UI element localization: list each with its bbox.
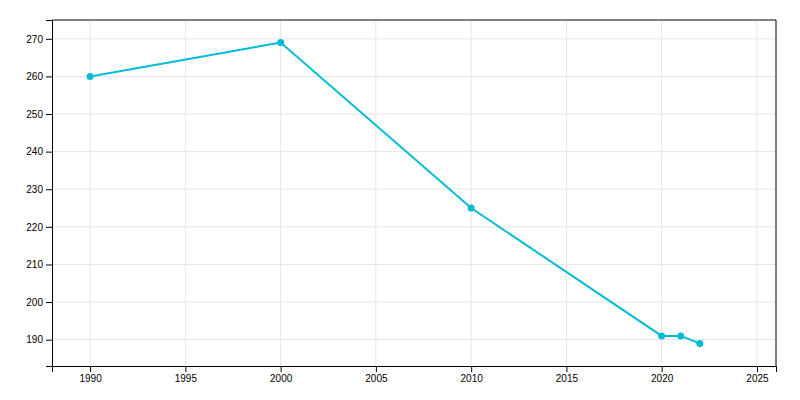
data-marks [87,39,704,347]
y-tick: 190 [26,334,52,345]
chart-container: 1990 1995 2000 2005 2010 2015 2020 2025 190 200 21… [0,0,800,400]
y-tick-mark [46,264,52,265]
y-tick-mark [46,152,52,153]
grid-line-x [756,20,757,366]
x-tick: 2020 [651,366,674,384]
grid-line-x [566,20,567,366]
y-tick-mark [46,114,52,115]
y-tick-label: 210 [26,259,43,270]
grid-line-y [52,114,776,115]
point [277,39,284,46]
y-tick: 210 [26,259,52,270]
x-tick-label: 1990 [79,373,102,384]
y-tick-mark [46,302,52,303]
y-tick: 270 [26,34,52,45]
x-tick-mark [185,366,186,372]
y-tick: 240 [26,146,52,157]
x-tick: 2025 [746,366,769,384]
grid-line-y [52,264,776,265]
grid-line-y [52,226,776,227]
frame-top [52,20,776,21]
x-tick-mark [757,366,758,372]
y-tick-mark [46,340,52,341]
chart-svg: 1990 1995 2000 2005 2010 2015 2020 2025 190 200 21… [0,0,800,400]
x-tick-label: 2015 [556,373,579,384]
grid-line-x [375,20,376,366]
y-tick-label: 190 [26,334,43,345]
x-tick-label: 2020 [651,373,674,384]
y-tick-label: 240 [26,146,43,157]
x-tick-mark [90,366,91,372]
x-tick-mark [376,366,377,372]
y-tick-label: 270 [26,34,43,45]
grid-line-x [280,20,281,366]
x-tick-mark [662,366,663,372]
grid-line-y [52,302,776,303]
y-tick: 230 [26,184,52,195]
x-tick: 2005 [365,366,388,384]
y-tick-mark [46,76,52,77]
x-tick-label: 2005 [365,373,388,384]
y-tick-label: 230 [26,184,43,195]
grid-line-x [471,20,472,366]
point [87,73,94,80]
point [468,205,475,212]
y-tick-mark [46,227,52,228]
grid-line-y [52,38,776,39]
x-tick-mark [566,366,567,372]
x-tick-label: 1995 [175,373,198,384]
y-tick-mark [46,189,52,190]
y-tick-label: 250 [26,109,43,120]
plot-area: 1990 1995 2000 2005 2010 2015 2020 2025 190 200 21… [26,20,776,384]
grid-line-x [90,20,91,366]
grid-line-y [52,151,776,152]
y-tick-label: 220 [26,222,43,233]
x-tick-label: 2010 [461,373,484,384]
frame-right [776,20,777,366]
point [658,332,665,339]
y-tick: 220 [26,222,52,233]
y-axis-line [46,21,53,367]
y-tick-mark [46,39,52,40]
y-tick-label: 200 [26,297,43,308]
x-tick: 1990 [79,366,102,384]
y-tick: 260 [26,71,52,82]
x-tick: 2000 [270,366,293,384]
x-tick: 2010 [461,366,484,384]
grid-line-x [185,20,186,366]
grid [52,20,776,366]
point [696,340,703,347]
x-tick: 2015 [556,366,579,384]
x-axis: 1990 1995 2000 2005 2010 2015 2020 2025 [53,366,777,384]
grid-line-y [52,76,776,77]
grid-line-y [52,189,776,190]
point [677,332,684,339]
x-axis-line [53,367,777,373]
y-tick: 250 [26,109,52,120]
x-tick-label: 2000 [270,373,293,384]
grid-line-x [661,20,662,366]
y-tick-label: 260 [26,71,43,82]
x-tick-label: 2025 [746,373,769,384]
y-axis: 190 200 210 220 230 240 250 260 270 [26,21,52,367]
grid-line-y [52,339,776,340]
x-tick-mark [281,366,282,372]
x-tick-mark [471,366,472,372]
x-tick: 1995 [175,366,198,384]
y-tick: 200 [26,297,52,308]
line [90,43,700,344]
